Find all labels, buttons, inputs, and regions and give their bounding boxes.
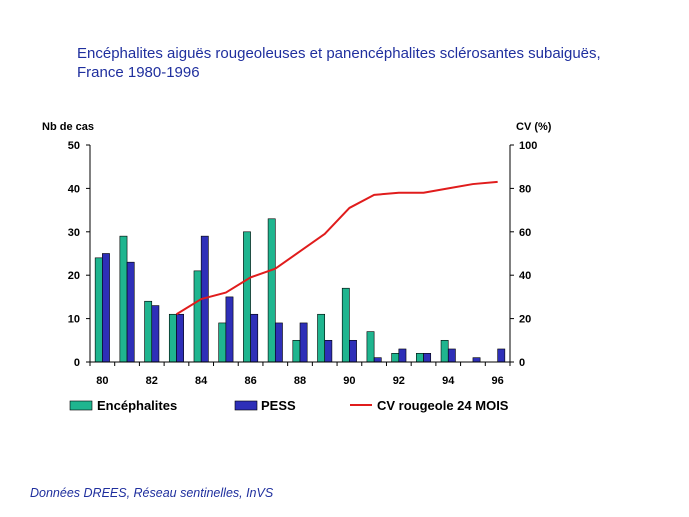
legend-label-encephalites: Encéphalites <box>97 398 177 413</box>
y-right-tick-label: 0 <box>519 357 525 369</box>
encephalites-bar <box>440 339 449 363</box>
y-left-tick-label: 30 <box>68 227 80 239</box>
x-tick-label: 94 <box>442 375 455 387</box>
pess-bar <box>398 348 407 363</box>
pess-bar <box>373 357 382 363</box>
x-tick-label: 92 <box>393 375 405 387</box>
x-tick-label: 96 <box>492 375 504 387</box>
pess-bar <box>126 261 135 363</box>
y-axis-right-label: CV (%) <box>516 121 552 133</box>
encephalites-bar <box>267 218 276 363</box>
encephalites-bar <box>391 353 400 363</box>
pess-bar <box>299 322 308 363</box>
encephalites-bar <box>292 339 301 363</box>
y-right-tick-label: 60 <box>519 227 531 239</box>
pess-bar <box>102 253 110 363</box>
encephalites-bar <box>144 300 153 363</box>
x-tick-label: 88 <box>294 375 306 387</box>
encephalites-bar <box>416 353 424 363</box>
pess-bar <box>274 322 283 363</box>
x-tick-label: 80 <box>96 375 108 387</box>
legend-swatch-encephalites <box>69 400 93 411</box>
encephalites-bar <box>243 231 251 363</box>
encephalites-bar <box>341 287 350 363</box>
pess-bar <box>324 339 333 363</box>
pess-bar <box>151 305 160 363</box>
data-source-note: Données DREES, Réseau sentinelles, InVS <box>30 486 274 500</box>
y-right-tick-label: 20 <box>519 314 531 326</box>
encephalites-bar <box>366 331 375 363</box>
encephalites-bar <box>168 313 177 363</box>
y-left-tick-label: 50 <box>68 140 80 152</box>
y-left-tick-label: 0 <box>74 357 80 369</box>
chart-title-line-2: France 1980-1996 <box>77 64 200 81</box>
y-left-tick-label: 20 <box>68 270 80 282</box>
bars-group <box>94 218 506 363</box>
pess-bar <box>447 348 456 363</box>
chart-title: Encéphalites aiguës rougeoleuses et pane… <box>77 44 677 82</box>
pess-bar <box>225 296 234 363</box>
legend-label-coverage: CV rougeole 24 MOIS <box>377 398 509 413</box>
chart-title-line-1: Encéphalites aiguës rougeoleuses et pane… <box>77 45 601 62</box>
legend: Encéphalites PESS CV rougeole 24 MOIS <box>69 398 509 413</box>
encephalites-bar <box>193 270 202 363</box>
x-tick-label: 82 <box>146 375 158 387</box>
y-right-tick-label: 40 <box>519 270 531 282</box>
pess-bar <box>250 313 259 363</box>
x-tick-label: 86 <box>244 375 256 387</box>
coverage-line <box>175 180 498 316</box>
encephalites-bar <box>94 257 103 363</box>
pess-bar <box>423 353 432 363</box>
pess-bar <box>176 313 184 363</box>
pess-bar <box>497 348 506 363</box>
legend-swatch-pess <box>234 400 258 411</box>
y-right-tick-label: 100 <box>519 140 537 152</box>
pess-bar <box>349 339 357 363</box>
y-right-tick-label: 80 <box>519 183 531 195</box>
y-axis-left-label: Nb de cas <box>42 121 94 133</box>
legend-label-pess: PESS <box>261 398 296 413</box>
axes-group: 0 10 20 30 40 50 0 20 40 60 80 100 80 82 84 86 88 90 92 94 9… <box>68 140 538 387</box>
encephalites-bar <box>218 322 227 363</box>
encephalites-bar <box>317 313 326 363</box>
x-tick-label: 84 <box>195 375 208 387</box>
y-left-tick-label: 10 <box>68 314 80 326</box>
y-left-tick-label: 40 <box>68 183 80 195</box>
encephalites-bar <box>119 235 128 363</box>
coverage-line-group <box>175 180 498 316</box>
pess-bar <box>472 357 481 363</box>
x-tick-label: 90 <box>343 375 355 387</box>
